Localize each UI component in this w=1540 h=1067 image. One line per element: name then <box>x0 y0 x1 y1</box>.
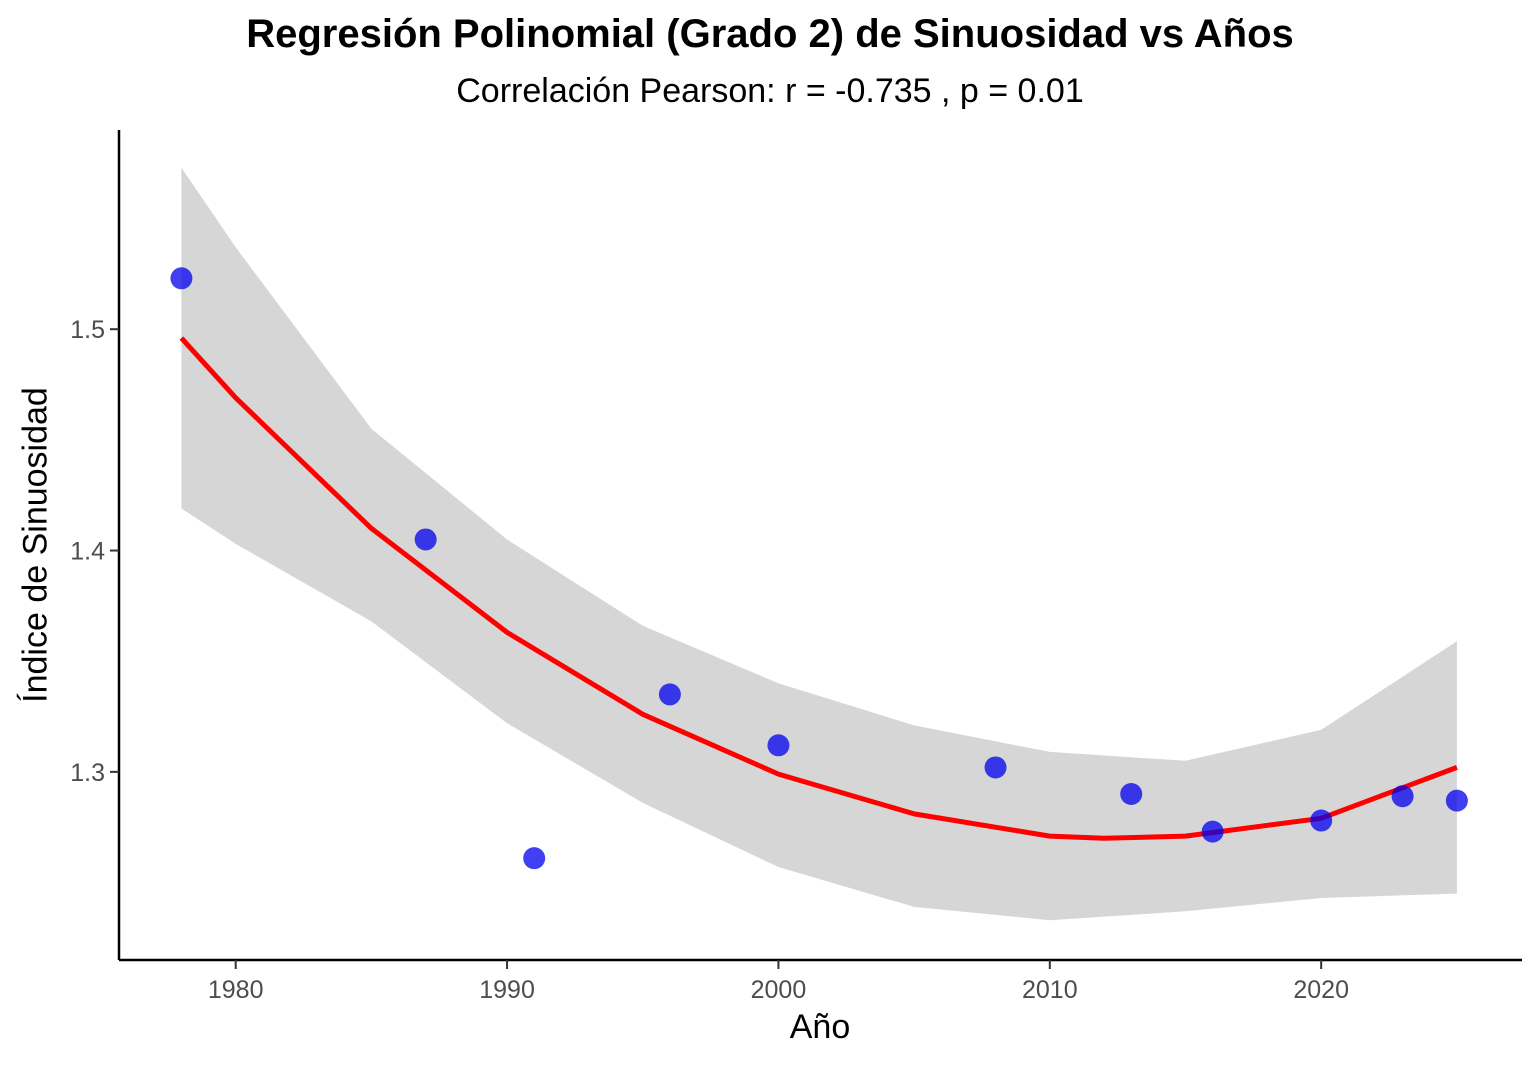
x-axis-label: Año <box>789 1008 851 1046</box>
x-tick-label: 2020 <box>1293 976 1349 1004</box>
y-tick-label: 1.4 <box>70 538 105 566</box>
data-point <box>1120 783 1143 805</box>
y-axis-label: Índice de Sinuosidad <box>16 387 55 703</box>
data-point <box>414 528 437 551</box>
data-point <box>984 756 1007 779</box>
data-point <box>1445 789 1468 812</box>
y-tick-label: 1.3 <box>70 759 105 787</box>
data-point <box>1310 809 1333 832</box>
confidence-band <box>181 167 1457 921</box>
x-tick-label: 1990 <box>479 976 535 1004</box>
data-point <box>523 847 546 870</box>
data-point <box>1391 785 1414 808</box>
chart-subtitle: Correlación Pearson: r = -0.735 , p = 0.… <box>456 72 1084 110</box>
x-tick-label: 2010 <box>1022 976 1078 1004</box>
data-point <box>658 683 681 706</box>
chart-title: Regresión Polinomial (Grado 2) de Sinuos… <box>246 12 1294 56</box>
data-point <box>1201 820 1224 843</box>
x-tick-label: 2000 <box>751 976 807 1004</box>
x-tick-label: 1980 <box>208 976 264 1004</box>
data-point <box>170 267 193 290</box>
data-point <box>767 734 790 757</box>
y-tick-label: 1.5 <box>70 316 105 344</box>
